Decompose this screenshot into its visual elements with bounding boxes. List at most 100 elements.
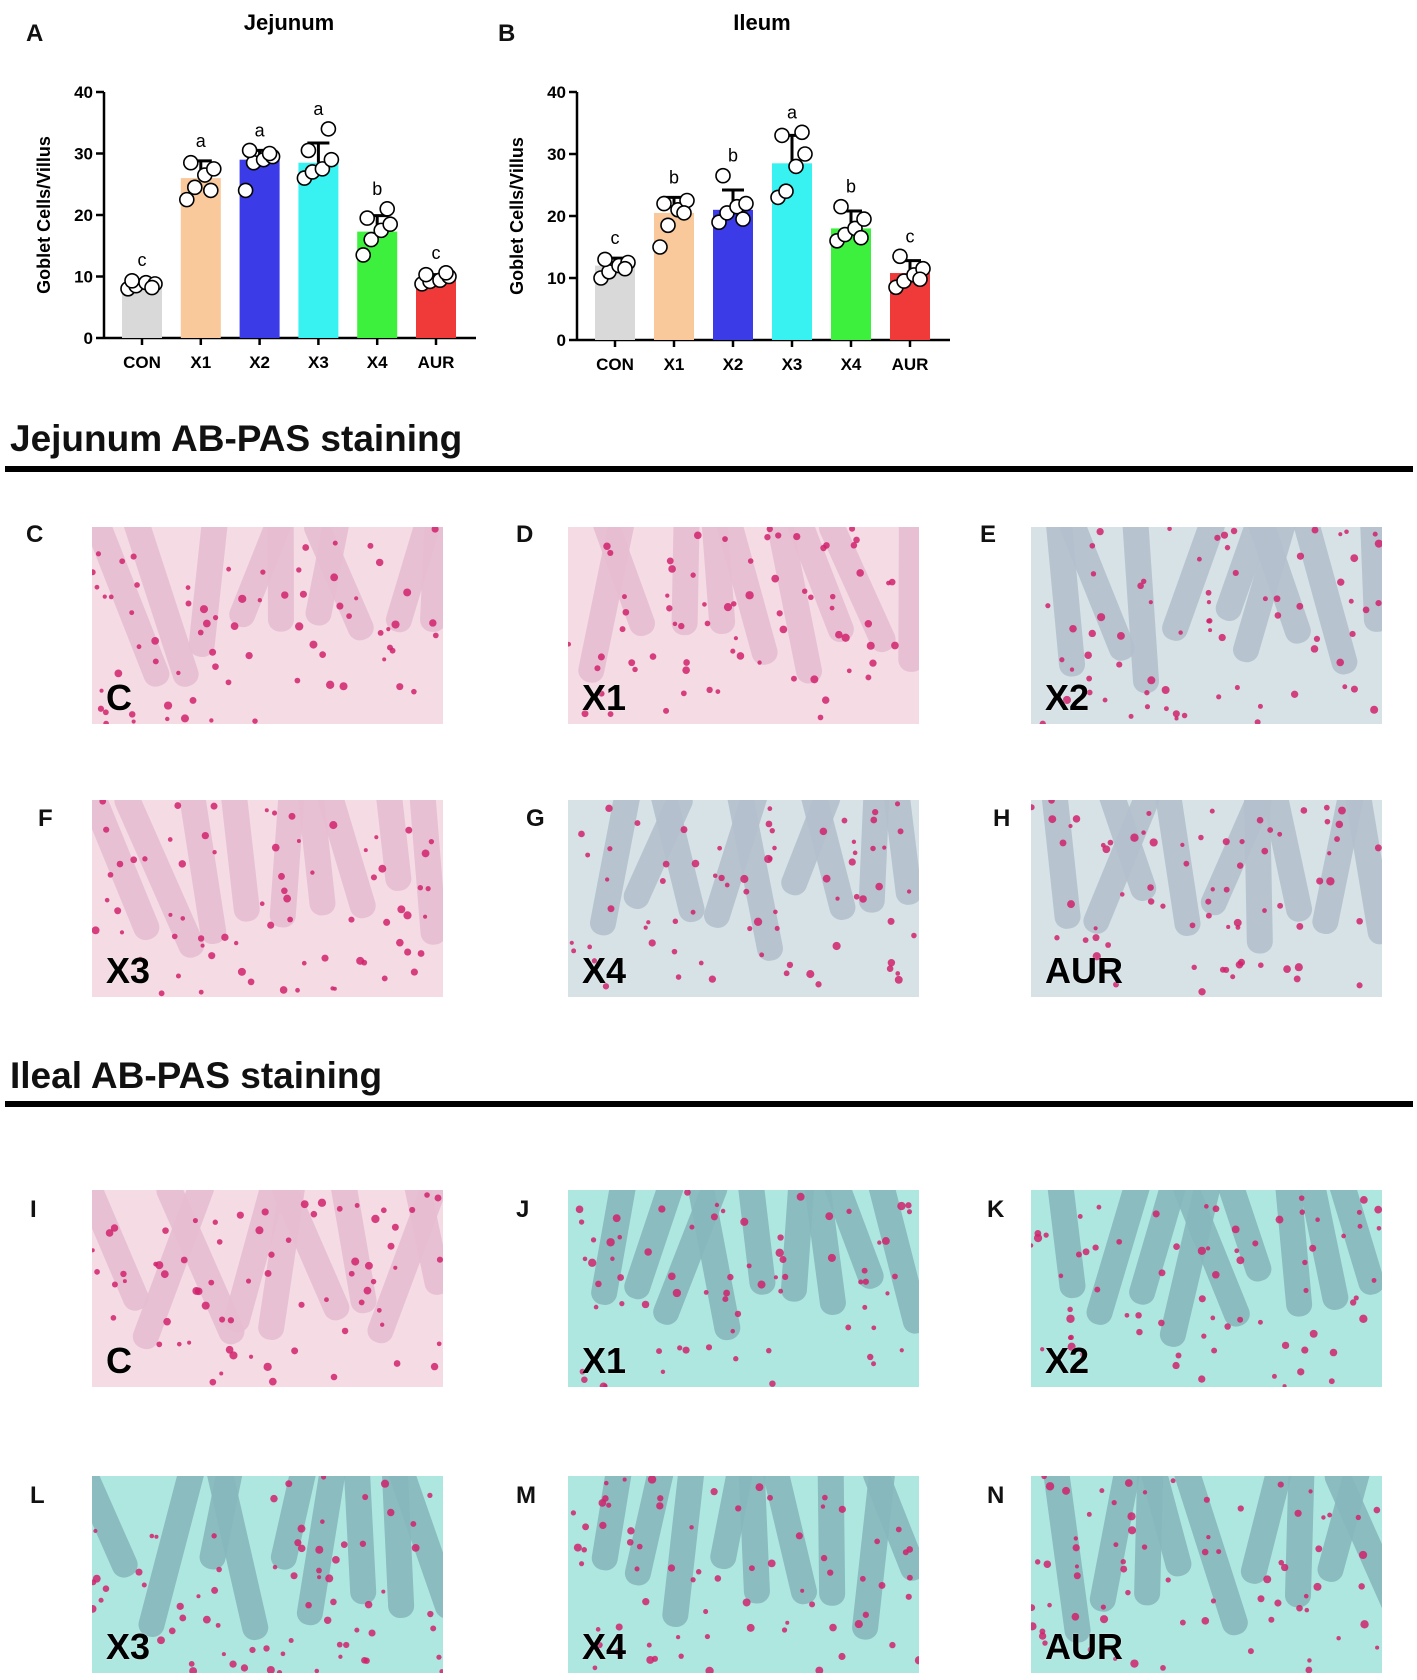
goblet-cell [680, 826, 688, 834]
goblet-cell [1043, 1560, 1052, 1569]
goblet-cell [606, 1238, 615, 1247]
data-point [144, 279, 160, 296]
goblet-cell [187, 1340, 192, 1345]
goblet-cell [643, 925, 648, 930]
goblet-cell [579, 1368, 586, 1375]
goblet-cell [1236, 862, 1244, 869]
goblet-cell [99, 800, 107, 805]
goblet-cell [822, 1494, 828, 1501]
goblet-cell [733, 636, 739, 641]
goblet-cell [706, 686, 713, 694]
goblet-cell [1300, 807, 1308, 814]
goblet-cell [1201, 1333, 1207, 1339]
goblet-cell [302, 544, 310, 551]
goblet-cell [1068, 823, 1073, 829]
goblet-cell [1294, 1509, 1302, 1517]
data-point [382, 216, 399, 233]
goblet-cell [817, 714, 824, 721]
goblet-cell [853, 536, 860, 544]
goblet-cell [377, 629, 384, 636]
x-tick-label: AUR [892, 355, 929, 374]
villus [824, 1190, 884, 1289]
villus [800, 800, 856, 920]
micrograph-label: AUR [1045, 1626, 1123, 1667]
significance-letter: c [906, 226, 915, 246]
goblet-cell [1071, 1612, 1080, 1621]
goblet-cell [354, 1627, 360, 1633]
goblet-cell [677, 1345, 683, 1351]
goblet-cell [175, 973, 181, 979]
panel-letter-a: A [26, 20, 44, 47]
goblet-cell [178, 860, 186, 868]
goblet-cell [428, 838, 435, 845]
villus [819, 527, 896, 653]
villus [1129, 1190, 1187, 1305]
goblet-cell [382, 657, 387, 662]
villus [316, 800, 376, 919]
goblet-cell [906, 1546, 913, 1553]
goblet-cell [1152, 1210, 1160, 1218]
villus [1293, 527, 1358, 675]
goblet-cell [636, 1543, 643, 1550]
goblet-cell [171, 933, 178, 940]
goblet-cell [905, 1593, 912, 1600]
goblet-cell [1062, 1486, 1071, 1495]
goblet-cell [1198, 1295, 1206, 1303]
goblet-cell [378, 864, 387, 873]
goblet-cell [215, 1622, 221, 1628]
goblet-cell [776, 610, 783, 617]
goblet-cell [671, 948, 678, 955]
goblet-cell [1089, 542, 1096, 549]
goblet-cell [1230, 527, 1238, 535]
micrograph-c: C [92, 527, 443, 724]
data-point [320, 121, 337, 137]
villus [591, 1476, 633, 1571]
goblet-cell [431, 527, 439, 533]
goblet-cell [348, 916, 355, 923]
goblet-cell [821, 696, 830, 704]
chart-title: Jejunum [244, 10, 334, 35]
panel-letter-k: K [987, 1196, 1005, 1223]
goblet-cell [1201, 1617, 1210, 1625]
goblet-cell [1301, 1346, 1309, 1354]
goblet-cell [1212, 1270, 1220, 1279]
goblet-cell [272, 1564, 278, 1570]
significance-letter: b [669, 167, 679, 187]
goblet-cell [427, 1610, 434, 1618]
goblet-cell [156, 1341, 163, 1348]
goblet-cell [411, 688, 417, 695]
goblet-cell [605, 804, 613, 813]
micrograph-k: X2 [1031, 1190, 1382, 1387]
goblet-cell [295, 987, 300, 993]
goblet-cell [1173, 1243, 1180, 1250]
villus [123, 527, 199, 687]
goblet-cell [1130, 833, 1139, 842]
goblet-cell [1054, 935, 1060, 941]
goblet-cell [875, 882, 883, 891]
goblet-cell [775, 532, 782, 539]
villus [1042, 1476, 1091, 1643]
goblet-cell [1296, 1604, 1303, 1612]
goblet-cell [329, 821, 338, 830]
goblet-cell [1047, 1602, 1052, 1608]
goblet-cell [848, 858, 856, 866]
panel-letter-j: J [516, 1196, 530, 1223]
data-point [656, 195, 672, 212]
goblet-cell [374, 835, 379, 840]
goblet-cell [1336, 1635, 1341, 1641]
goblet-cell [705, 1344, 713, 1351]
goblet-cell [911, 932, 917, 939]
tissue-image [1031, 1190, 1382, 1387]
goblet-cell [393, 1265, 398, 1270]
goblet-cell [387, 1242, 395, 1250]
goblet-cell [229, 1660, 237, 1668]
y-tick-label: 30 [547, 145, 566, 164]
data-point [778, 183, 794, 199]
goblet-cell [869, 659, 877, 667]
goblet-cell [1337, 578, 1345, 586]
goblet-cell [845, 1324, 852, 1331]
villus [420, 527, 443, 632]
significance-letter: c [138, 250, 147, 270]
goblet-cell [722, 1296, 729, 1303]
goblet-cell [691, 859, 700, 868]
